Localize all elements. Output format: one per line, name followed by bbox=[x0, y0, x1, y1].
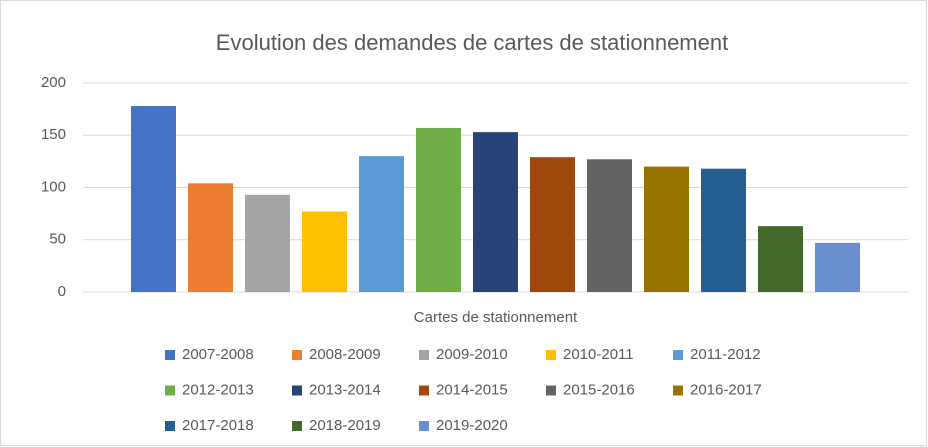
legend-swatch bbox=[419, 385, 429, 396]
legend-label: 2018-2019 bbox=[309, 417, 381, 434]
bar bbox=[302, 211, 347, 292]
bar bbox=[131, 105, 176, 293]
y-tick-label: 0 bbox=[58, 283, 66, 300]
bar bbox=[644, 166, 689, 292]
chart-title: Evolution des demandes de cartes de stat… bbox=[216, 30, 728, 55]
bar bbox=[815, 242, 860, 292]
bar bbox=[473, 132, 518, 292]
legend-label: 2012-2013 bbox=[182, 381, 254, 398]
bar bbox=[416, 127, 461, 292]
bar bbox=[359, 156, 404, 292]
bar bbox=[587, 159, 632, 292]
bar bbox=[245, 194, 290, 292]
legend-swatch bbox=[419, 421, 429, 431]
bar bbox=[188, 183, 233, 292]
legend-label: 2019-2020 bbox=[436, 417, 508, 434]
y-tick-label: 200 bbox=[41, 74, 66, 91]
legend-label: 2009-2010 bbox=[436, 346, 508, 363]
legend-swatch bbox=[673, 385, 683, 396]
legend-label: 2016-2017 bbox=[690, 381, 762, 398]
legend-swatch bbox=[546, 385, 556, 396]
legend-label: 2007-2008 bbox=[182, 346, 254, 363]
legend-label: 2015-2016 bbox=[563, 381, 635, 398]
legend-swatch bbox=[292, 385, 302, 396]
legend-swatch bbox=[419, 350, 429, 360]
y-tick-label: 50 bbox=[49, 231, 66, 248]
legend-swatch bbox=[165, 385, 175, 396]
legend-swatch bbox=[165, 350, 175, 360]
legend-swatch bbox=[292, 350, 302, 360]
legend-swatch bbox=[165, 421, 175, 431]
bar bbox=[701, 168, 746, 292]
legend-swatch bbox=[292, 421, 302, 431]
legend-label: 2008-2009 bbox=[309, 346, 381, 363]
legend-swatch bbox=[673, 350, 683, 360]
legend-label: 2017-2018 bbox=[182, 417, 254, 434]
bar bbox=[530, 157, 575, 292]
y-tick-label: 100 bbox=[41, 178, 66, 195]
legend-label: 2013-2014 bbox=[309, 381, 381, 398]
bar bbox=[758, 226, 803, 292]
legend-label: 2010-2011 bbox=[563, 346, 634, 363]
x-tick-label: Cartes de stationnement bbox=[414, 309, 578, 326]
legend-swatch bbox=[546, 350, 556, 360]
legend-label: 2011-2012 bbox=[690, 346, 761, 363]
y-tick-label: 150 bbox=[41, 126, 66, 143]
legend-label: 2014-2015 bbox=[436, 381, 508, 398]
